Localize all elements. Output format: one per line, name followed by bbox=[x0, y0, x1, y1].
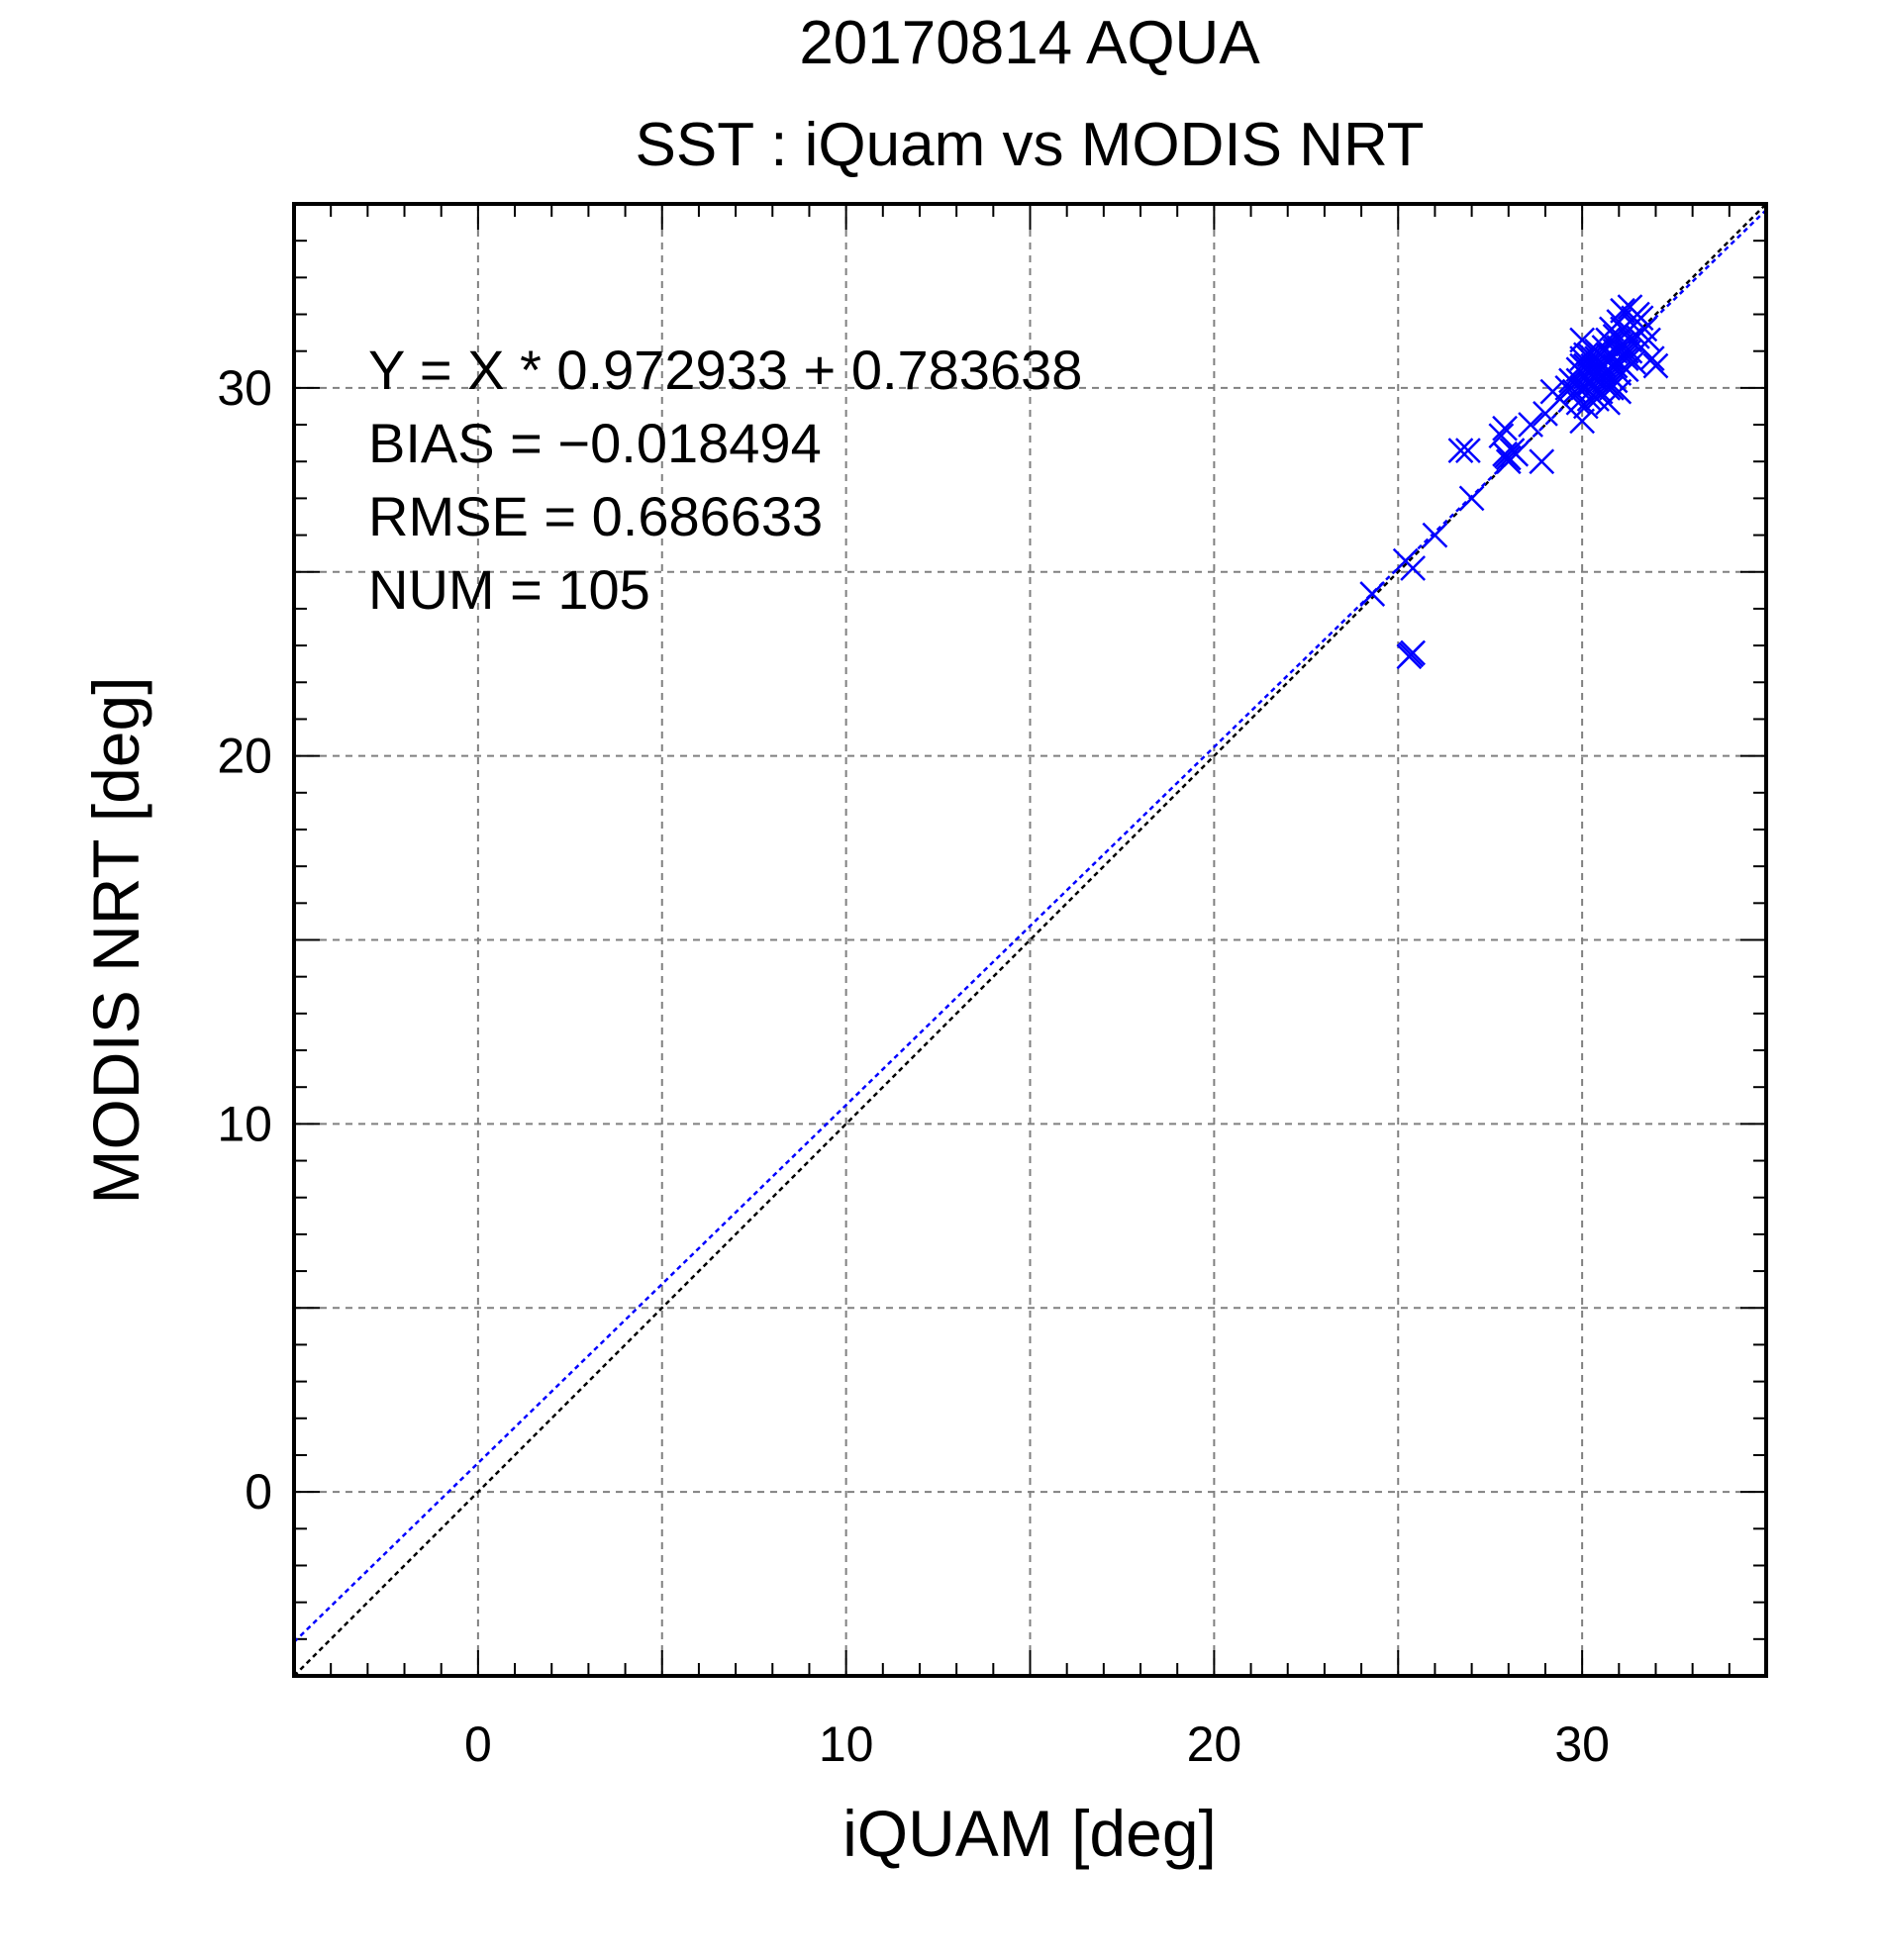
data-point-stroke bbox=[1518, 412, 1543, 438]
data-point bbox=[1638, 345, 1665, 372]
data-point-stroke bbox=[1492, 415, 1518, 441]
stat-num: NUM = 105 bbox=[368, 558, 650, 621]
data-point bbox=[1400, 555, 1427, 581]
plot-frame bbox=[292, 202, 1768, 1678]
tick-labels: 0 10 20 30 0 10 20 30 bbox=[217, 360, 1610, 1772]
data-point-stroke bbox=[1494, 442, 1520, 469]
stat-rmse: RMSE = 0.686633 bbox=[368, 485, 823, 547]
data-point bbox=[1606, 378, 1633, 405]
data-markers bbox=[1359, 294, 1669, 670]
data-point-stroke bbox=[1576, 386, 1603, 412]
data-point-stroke bbox=[1606, 378, 1633, 405]
y-tick-label: 0 bbox=[245, 1464, 272, 1519]
grid-lines bbox=[294, 204, 1766, 1676]
data-point-stroke bbox=[1447, 438, 1474, 463]
x-tick-label: 20 bbox=[1187, 1716, 1242, 1772]
stat-bias: BIAS = −0.018494 bbox=[368, 412, 822, 474]
x-tick-label: 30 bbox=[1554, 1716, 1610, 1772]
data-point bbox=[1529, 448, 1555, 475]
data-point bbox=[1610, 297, 1635, 324]
data-point-stroke bbox=[1617, 327, 1643, 353]
data-point-stroke bbox=[1613, 345, 1639, 372]
data-point bbox=[1398, 641, 1425, 668]
data-point-stroke bbox=[1529, 448, 1555, 475]
data-point-stroke bbox=[1569, 327, 1596, 353]
data-point-stroke bbox=[1569, 408, 1596, 435]
y-tick-label: 30 bbox=[217, 360, 272, 416]
data-point bbox=[1518, 412, 1543, 438]
data-point-stroke bbox=[1610, 316, 1635, 343]
y-axis-label: MODIS NRT [deg] bbox=[79, 676, 152, 1204]
data-point-stroke bbox=[1458, 485, 1485, 512]
data-point-stroke bbox=[1569, 352, 1596, 379]
data-point bbox=[1447, 438, 1474, 463]
data-point bbox=[1422, 522, 1448, 548]
x-axis-label: iQUAM [deg] bbox=[842, 1797, 1217, 1870]
data-point-stroke bbox=[1454, 438, 1481, 463]
data-point-stroke bbox=[1598, 374, 1625, 401]
data-point bbox=[1492, 415, 1518, 441]
data-point bbox=[1494, 442, 1520, 469]
data-point bbox=[1587, 342, 1614, 368]
data-point-stroke bbox=[1503, 441, 1530, 467]
x-tick-label: 10 bbox=[819, 1716, 874, 1772]
data-point bbox=[1642, 352, 1669, 379]
data-point-stroke bbox=[1587, 342, 1614, 368]
data-point bbox=[1359, 581, 1386, 607]
data-point bbox=[1628, 305, 1654, 332]
y-tick-label: 20 bbox=[217, 729, 272, 784]
data-point-stroke bbox=[1359, 581, 1386, 607]
data-point-stroke bbox=[1565, 367, 1592, 394]
data-point-stroke bbox=[1598, 363, 1625, 390]
data-point bbox=[1584, 386, 1610, 412]
data-point bbox=[1598, 363, 1625, 390]
data-point-stroke bbox=[1642, 352, 1669, 379]
data-point-stroke bbox=[1610, 297, 1635, 324]
data-point bbox=[1488, 423, 1515, 449]
data-point bbox=[1606, 335, 1633, 360]
data-point-stroke bbox=[1638, 345, 1665, 372]
data-point bbox=[1598, 374, 1625, 401]
data-point-stroke bbox=[1606, 335, 1633, 360]
data-point bbox=[1454, 438, 1481, 463]
stat-fit: Y = X * 0.972933 + 0.783638 bbox=[368, 339, 1082, 401]
x-tick-label: 0 bbox=[464, 1716, 492, 1772]
data-point-stroke bbox=[1400, 555, 1427, 581]
y-tick-label: 10 bbox=[217, 1096, 272, 1151]
data-point-stroke bbox=[1628, 305, 1654, 332]
data-point-stroke bbox=[1572, 352, 1599, 379]
data-point bbox=[1569, 327, 1596, 353]
data-point-stroke bbox=[1398, 641, 1425, 668]
data-point-stroke bbox=[1422, 522, 1448, 548]
data-point bbox=[1458, 485, 1485, 512]
data-point bbox=[1572, 352, 1599, 379]
stats-box: Y = X * 0.972933 + 0.783638 BIAS = −0.01… bbox=[368, 339, 1082, 621]
data-point bbox=[1503, 441, 1530, 467]
data-point bbox=[1569, 408, 1596, 435]
chart-title: 20170814 AQUA bbox=[799, 9, 1260, 77]
data-point-stroke bbox=[1584, 386, 1610, 412]
chart-subtitle: SST : iQuam vs MODIS NRT bbox=[636, 111, 1425, 179]
data-point bbox=[1569, 352, 1596, 379]
